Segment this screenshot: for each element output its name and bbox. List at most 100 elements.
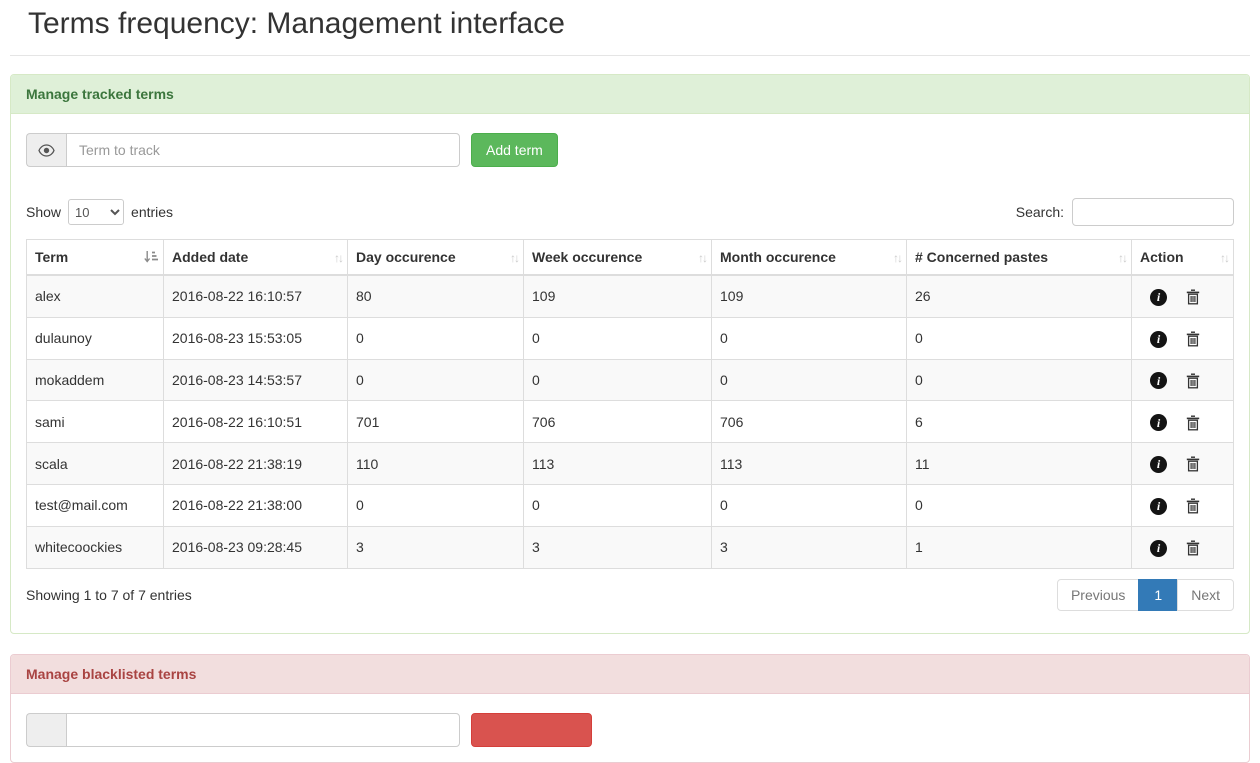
sort-both-icon (334, 249, 342, 265)
tracked-terms-panel: Manage tracked terms Add term Show (10, 74, 1250, 634)
column-header-day-occurence[interactable]: Day occurence (347, 239, 524, 276)
pagination-previous[interactable]: Previous (1056, 578, 1140, 611)
cell-day-occurence: 0 (347, 483, 524, 527)
entries-select[interactable]: 10 (68, 199, 125, 225)
cell-term: mokaddem (26, 358, 164, 402)
term-input-group (26, 133, 460, 167)
trash-icon[interactable] (1186, 331, 1200, 347)
blacklist-addon-icon (26, 712, 66, 747)
cell-week-occurence: 113 (523, 442, 712, 485)
cell-month-occurence: 0 (711, 316, 907, 360)
trash-icon[interactable] (1186, 289, 1200, 305)
table-controls: Show 10 entries Search: (26, 198, 1234, 226)
cell-added-date: 2016-08-23 14:53:57 (163, 358, 348, 402)
search-input[interactable] (1072, 198, 1234, 226)
cell-week-occurence: 3 (523, 525, 712, 569)
search-control: Search: (1016, 198, 1234, 226)
cell-actions (1131, 442, 1234, 485)
column-label: Month occurence (720, 249, 836, 265)
cell-month-occurence: 109 (711, 274, 907, 318)
cell-concerned-pastes: 11 (906, 442, 1132, 485)
cell-week-occurence: 109 (523, 274, 712, 318)
cell-added-date: 2016-08-23 15:53:05 (163, 316, 348, 360)
cell-day-occurence: 3 (347, 525, 524, 569)
table-row: alex 2016-08-22 16:10:57 80 109 109 26 (26, 274, 1234, 318)
column-label: # Concerned pastes (915, 249, 1049, 265)
column-label: Day occurence (356, 249, 456, 265)
cell-added-date: 2016-08-23 09:28:45 (163, 525, 348, 569)
cell-concerned-pastes: 6 (906, 400, 1132, 444)
cell-day-occurence: 0 (347, 316, 524, 360)
cell-added-date: 2016-08-22 21:38:19 (163, 442, 348, 485)
pagination-next[interactable]: Next (1177, 578, 1234, 611)
sort-both-icon (1220, 249, 1228, 265)
column-label: Added date (172, 249, 249, 265)
cell-actions (1131, 316, 1234, 360)
cell-day-occurence: 701 (347, 400, 524, 444)
blacklisted-terms-panel: Manage blacklisted terms (10, 653, 1250, 763)
pagination: Previous 1 Next (1056, 578, 1234, 611)
column-header-added-date[interactable]: Added date (163, 239, 348, 276)
cell-month-occurence: 706 (711, 400, 907, 444)
term-to-track-input[interactable] (66, 133, 460, 167)
trash-icon[interactable] (1186, 540, 1200, 556)
add-term-button[interactable]: Add term (471, 133, 558, 167)
cell-added-date: 2016-08-22 21:38:00 (163, 483, 348, 527)
trash-icon[interactable] (1186, 373, 1200, 389)
trash-icon[interactable] (1186, 415, 1200, 431)
column-header-concerned-pastes[interactable]: # Concerned pastes (906, 239, 1132, 276)
cell-actions (1131, 358, 1234, 402)
cell-term: dulaunoy (26, 316, 164, 360)
cell-week-occurence: 0 (523, 483, 712, 527)
info-icon[interactable] (1150, 414, 1167, 432)
term-to-blacklist-input[interactable] (66, 712, 460, 747)
cell-month-occurence: 0 (711, 358, 907, 402)
sort-both-icon (1118, 249, 1126, 265)
table-row: dulaunoy 2016-08-23 15:53:05 0 0 0 0 (26, 316, 1234, 360)
table-row: sami 2016-08-22 16:10:51 701 706 706 6 (26, 400, 1234, 444)
search-label: Search: (1015, 204, 1064, 220)
blacklist-term-button[interactable] (471, 712, 592, 747)
trash-icon[interactable] (1186, 456, 1200, 472)
blacklisted-terms-panel-heading: Manage blacklisted terms (11, 654, 1249, 694)
entries-label: entries (131, 204, 174, 220)
cell-day-occurence: 0 (347, 358, 524, 402)
cell-term: scala (26, 442, 164, 485)
eye-icon (26, 133, 66, 167)
info-icon[interactable] (1150, 330, 1167, 348)
tracked-terms-panel-body: Add term Show 10 entries Search: (11, 114, 1249, 633)
pagination-page-1[interactable]: 1 (1138, 578, 1179, 611)
info-icon[interactable] (1150, 372, 1167, 390)
table-row: scala 2016-08-22 21:38:19 110 113 113 11 (26, 442, 1234, 485)
table-row: whitecoockies 2016-08-23 09:28:45 3 3 3 1 (26, 525, 1234, 569)
column-header-month-occurence[interactable]: Month occurence (711, 239, 907, 276)
column-label: Week occurence (532, 249, 643, 265)
cell-month-occurence: 113 (711, 442, 907, 485)
column-header-action[interactable]: Action (1131, 239, 1234, 276)
table-info: Showing 1 to 7 of 7 entries (26, 586, 192, 603)
add-term-row: Add term (26, 133, 1234, 167)
info-icon[interactable] (1150, 497, 1167, 515)
trash-icon[interactable] (1186, 498, 1200, 514)
info-icon[interactable] (1150, 288, 1167, 306)
cell-actions (1131, 525, 1234, 569)
info-icon[interactable] (1150, 539, 1167, 557)
cell-concerned-pastes: 0 (906, 316, 1132, 360)
info-icon[interactable] (1150, 455, 1167, 473)
cell-term: whitecoockies (26, 525, 164, 569)
page: Terms frequency: Management interface Ma… (0, 7, 1260, 763)
page-title: Terms frequency: Management interface (28, 7, 565, 40)
sort-both-icon (510, 249, 518, 265)
cell-month-occurence: 0 (711, 483, 907, 527)
table-row: test@mail.com 2016-08-22 21:38:00 0 0 0 0 (26, 483, 1234, 527)
tracked-terms-panel-heading: Manage tracked terms (11, 75, 1249, 114)
cell-month-occurence: 3 (711, 525, 907, 569)
cell-added-date: 2016-08-22 16:10:57 (163, 274, 348, 318)
column-header-week-occurence[interactable]: Week occurence (523, 239, 712, 276)
blacklist-input-group (26, 712, 460, 747)
cell-concerned-pastes: 26 (906, 274, 1132, 318)
column-label: Action (1140, 249, 1184, 265)
blacklisted-terms-panel-body (11, 694, 1249, 762)
column-header-term[interactable]: Term (26, 239, 164, 276)
cell-concerned-pastes: 0 (906, 358, 1132, 402)
